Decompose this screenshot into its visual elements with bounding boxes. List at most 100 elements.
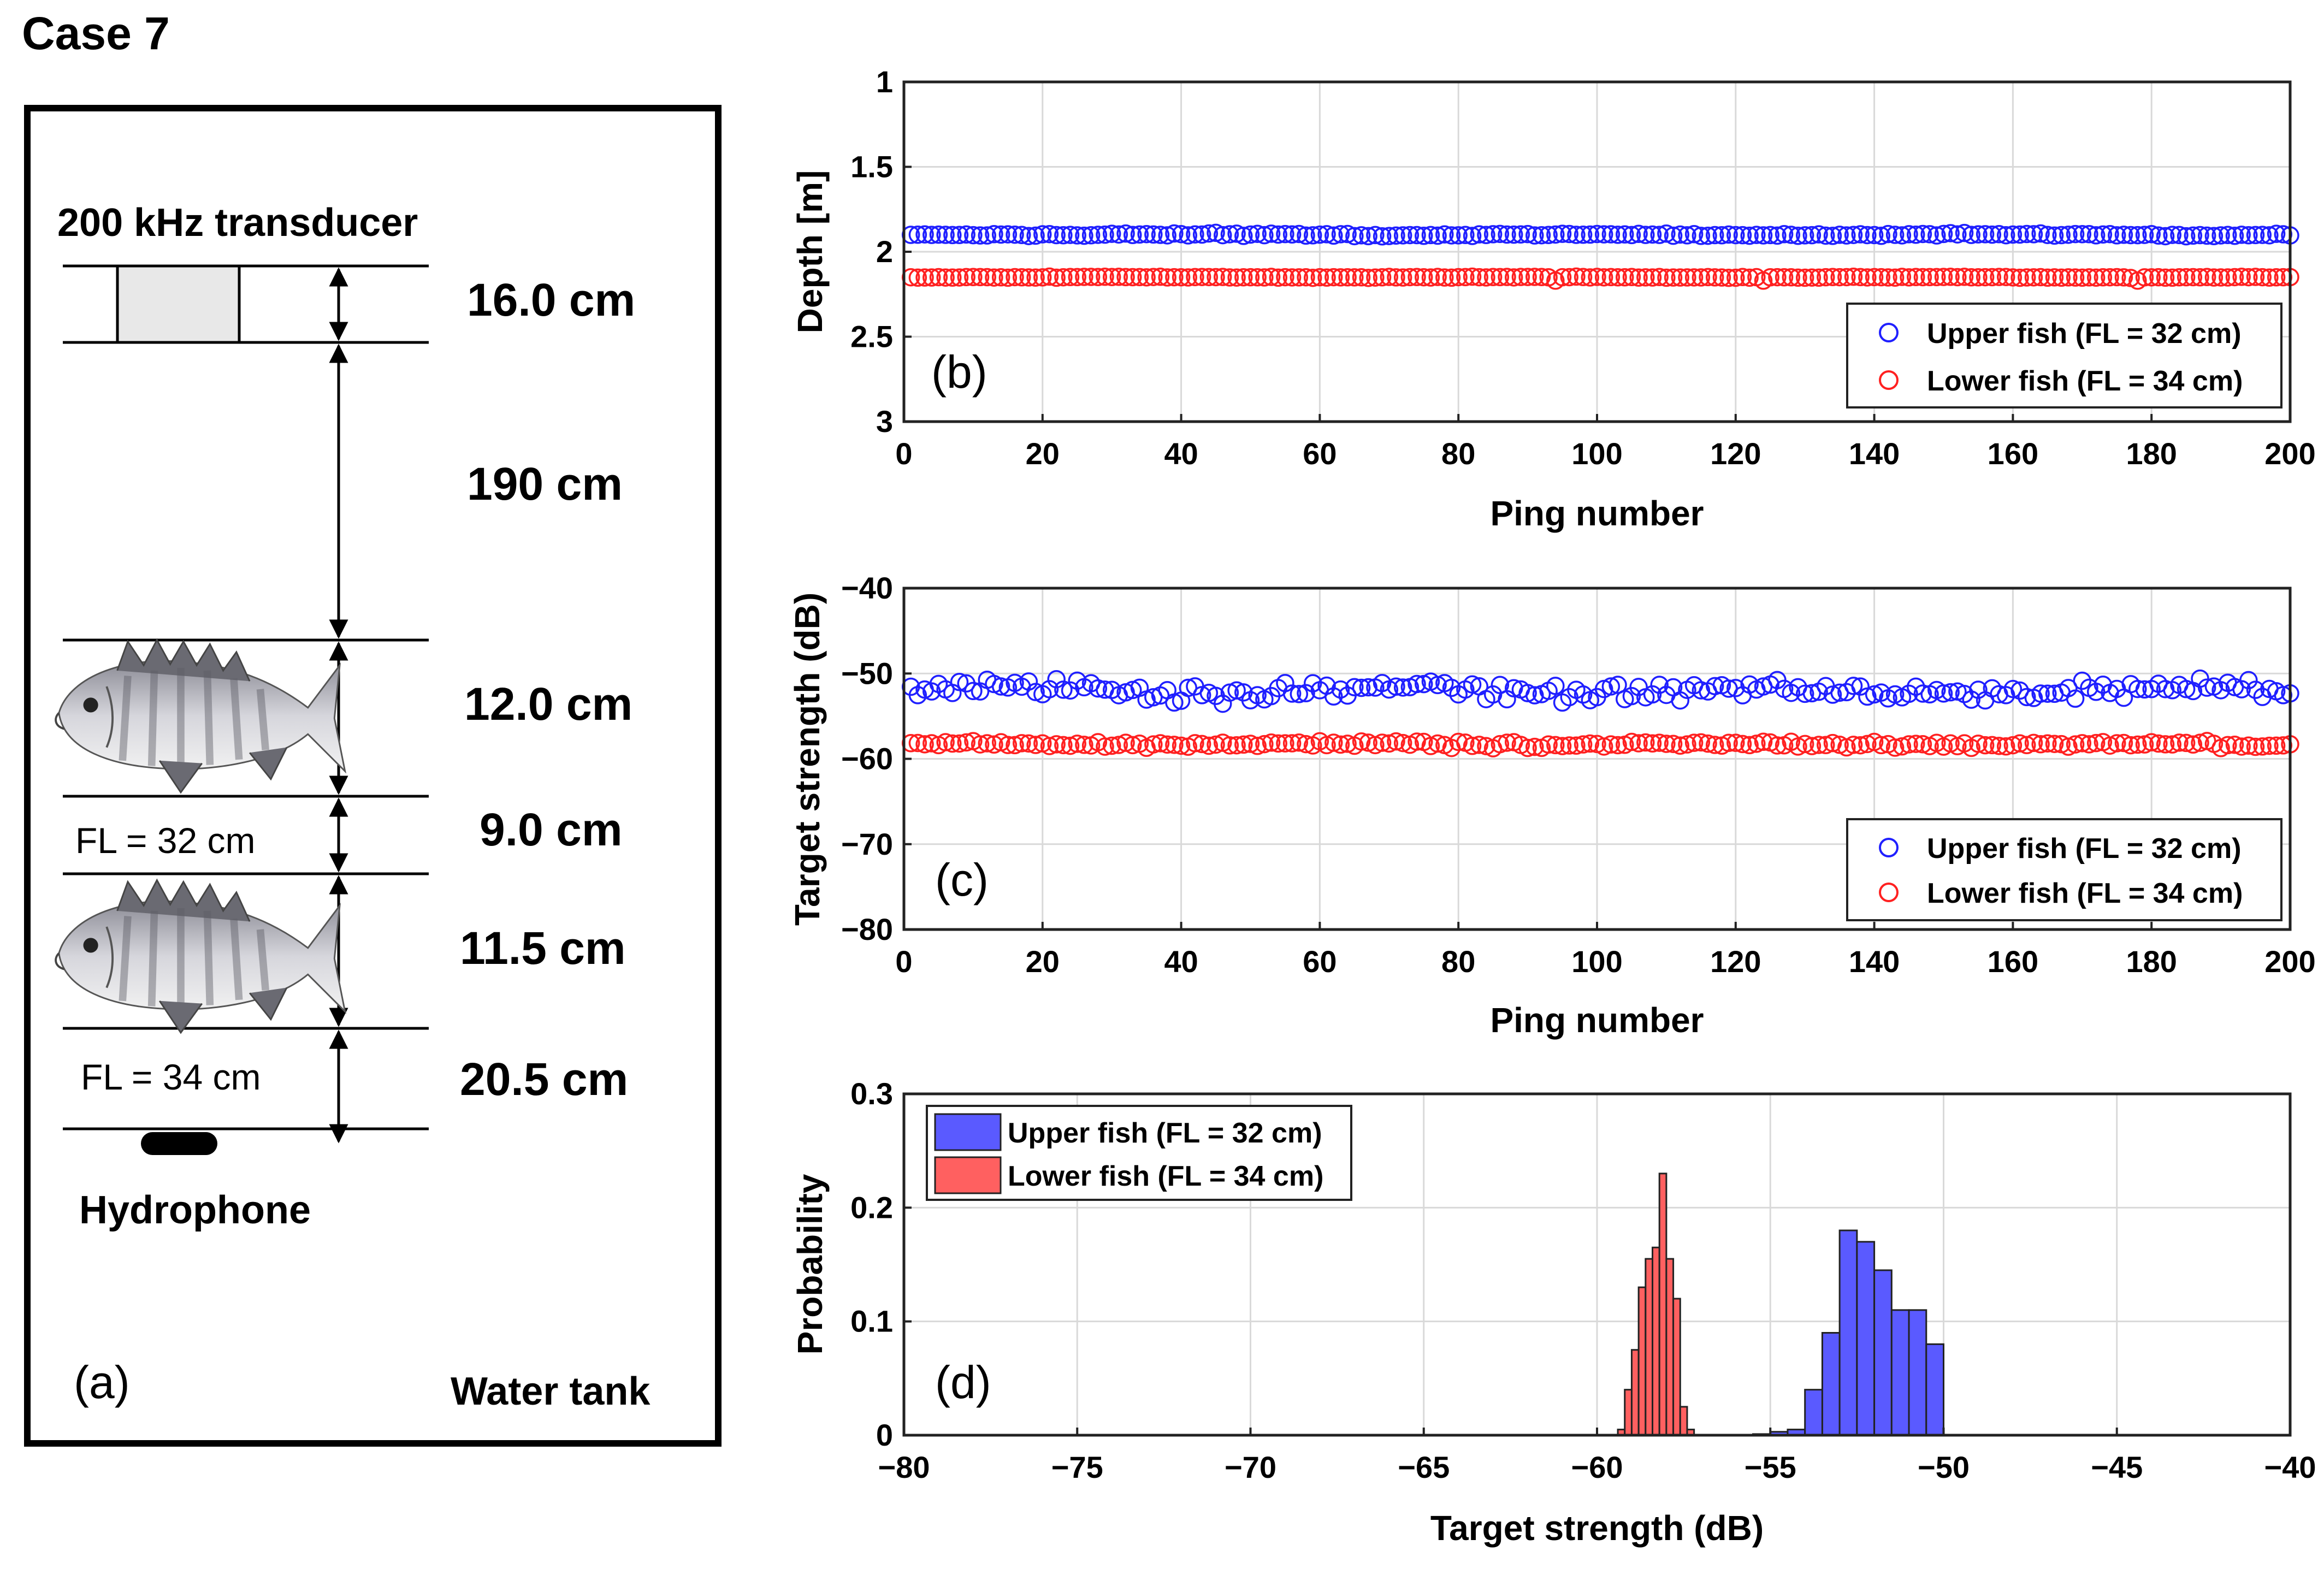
x-tick-label: 120 xyxy=(1710,944,1761,979)
data-point xyxy=(1560,268,1578,287)
data-point xyxy=(1858,687,1877,706)
data-point xyxy=(929,225,948,244)
distance-label: 20.5 cm xyxy=(460,1053,628,1105)
data-point xyxy=(2066,224,2085,244)
x-tick-label: −80 xyxy=(878,1450,930,1484)
data-point xyxy=(1456,226,1475,244)
data-point xyxy=(1172,224,1191,244)
data-point xyxy=(1802,268,1822,287)
data-point xyxy=(1692,733,1711,752)
data-point xyxy=(936,733,955,751)
data-point xyxy=(1387,226,1405,245)
data-point xyxy=(2045,268,2064,287)
data-point xyxy=(1879,268,1897,287)
y-tick-label: 0.3 xyxy=(850,1076,893,1111)
data-point xyxy=(915,735,934,754)
data-point xyxy=(1844,677,1863,695)
data-point xyxy=(2003,736,2023,755)
histogram-bar xyxy=(1804,1389,1823,1436)
data-point xyxy=(2184,735,2203,754)
data-point xyxy=(943,734,962,753)
data-point xyxy=(1913,268,1932,287)
data-point xyxy=(2135,735,2154,754)
data-point xyxy=(1539,735,1558,754)
data-point xyxy=(2003,679,2023,698)
data-point xyxy=(1858,226,1877,245)
data-point xyxy=(1913,224,1932,244)
data-point xyxy=(1823,227,1842,245)
data-point xyxy=(1019,227,1038,245)
data-point xyxy=(1609,226,1627,244)
chart-target-strength: 0 20 40 60 80 100 120 140 160 180 200 −40 −50 −60 −70 −… xyxy=(788,571,2316,1040)
data-point xyxy=(1553,224,1572,243)
x-tick-label: −70 xyxy=(1225,1450,1276,1484)
data-point xyxy=(2080,735,2098,754)
data-point xyxy=(2010,225,2029,244)
data-point xyxy=(1415,268,1433,287)
data-point xyxy=(1754,226,1773,245)
data-point xyxy=(1012,226,1031,244)
panel-label-d: (d) xyxy=(935,1357,991,1408)
data-point xyxy=(936,268,955,287)
data-point xyxy=(1109,225,1128,244)
data-point xyxy=(2108,268,2126,287)
data-point xyxy=(2170,226,2189,245)
data-point xyxy=(1123,736,1142,755)
data-point xyxy=(1948,268,1967,287)
data-point xyxy=(1421,226,1440,245)
data-point xyxy=(964,226,983,245)
data-point xyxy=(943,226,962,245)
data-point xyxy=(1837,268,1856,287)
data-point xyxy=(1130,268,1149,287)
x-tick-label: 140 xyxy=(1849,944,1900,979)
histogram-bar xyxy=(1630,1349,1640,1436)
data-point xyxy=(1782,268,1801,287)
data-point xyxy=(1504,268,1523,287)
data-point xyxy=(1650,733,1669,752)
data-point xyxy=(1366,268,1385,287)
data-point xyxy=(1262,733,1281,752)
x-tick-label: 160 xyxy=(1988,436,2038,471)
data-point xyxy=(1996,737,2015,756)
x-axis-label: Ping number xyxy=(1490,494,1704,533)
data-point xyxy=(1518,224,1537,244)
data-point xyxy=(2086,268,2106,287)
data-point xyxy=(1089,268,1108,287)
data-point xyxy=(1116,224,1135,243)
data-point xyxy=(1948,225,1967,244)
x-tick-label: 80 xyxy=(1441,944,1475,979)
data-point xyxy=(1061,226,1080,244)
data-point xyxy=(1581,734,1600,753)
data-point xyxy=(1581,225,1600,244)
x-tick-label: −65 xyxy=(1398,1450,1450,1484)
data-point xyxy=(1712,226,1731,245)
data-point xyxy=(2267,736,2286,755)
data-point xyxy=(1657,224,1676,243)
data-point xyxy=(1449,226,1468,245)
y-tick-label: 0.2 xyxy=(850,1190,893,1224)
data-point xyxy=(1255,735,1274,754)
legend-label-lower: Lower fish (FL = 34 cm) xyxy=(1927,878,2243,909)
data-point xyxy=(1809,225,1828,244)
data-point xyxy=(1553,268,1572,287)
data-point xyxy=(1941,224,1960,242)
legend-marker-upper xyxy=(1879,323,1899,342)
data-point xyxy=(1061,736,1080,755)
data-point xyxy=(2045,735,2064,753)
data-point xyxy=(1207,268,1225,287)
data-point xyxy=(1345,227,1364,246)
data-point xyxy=(1359,678,1377,697)
data-point xyxy=(1830,226,1849,244)
data-point xyxy=(978,268,997,287)
data-point xyxy=(1207,735,1225,754)
data-point xyxy=(1865,268,1884,287)
histogram-bar xyxy=(1624,1389,1633,1436)
data-point xyxy=(1303,674,1322,692)
data-point xyxy=(978,226,997,245)
data-point xyxy=(1470,268,1489,287)
y-tick-label: 2.5 xyxy=(850,319,893,354)
data-point xyxy=(936,226,955,244)
data-point xyxy=(1373,674,1392,692)
data-point xyxy=(1227,224,1246,243)
